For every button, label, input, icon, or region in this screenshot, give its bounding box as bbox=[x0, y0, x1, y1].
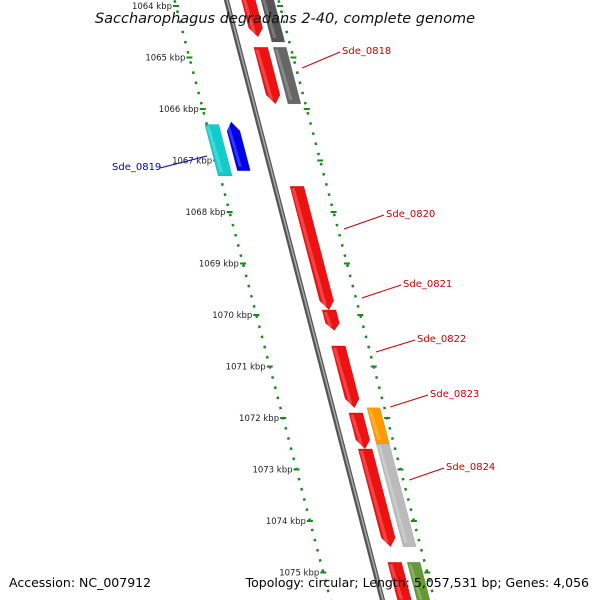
sde-0822-label[interactable]: Sde_0822 bbox=[417, 334, 466, 345]
gene-9-block[interactable] bbox=[348, 412, 371, 450]
tick-label: 1064 kbp bbox=[132, 2, 172, 12]
sde-0823-label[interactable]: Sde_0823 bbox=[430, 389, 479, 400]
gene-gloss bbox=[206, 126, 224, 172]
gene-gloss bbox=[389, 564, 404, 600]
leader-line bbox=[301, 51, 341, 69]
sde-0821-block[interactable] bbox=[321, 309, 340, 331]
gene-gloss bbox=[323, 311, 333, 327]
sde-0818-block[interactable] bbox=[272, 46, 302, 105]
sde-0824-label[interactable]: Sde_0824 bbox=[446, 462, 495, 473]
tick-layer: 1064 kbp 1065 kbp 1066 kbp 1067 kbp 1068 kbp… bbox=[132, 0, 436, 600]
sde-0824-block[interactable] bbox=[375, 443, 417, 548]
tick-label: 1068 kbp bbox=[185, 208, 225, 218]
sde-0821-label[interactable]: Sde_0821 bbox=[403, 279, 452, 290]
genome-summary-text: Topology: circular; Length: 5,057,531 bp… bbox=[245, 575, 589, 590]
scale-line-left bbox=[173, 0, 332, 600]
backbone-highlight bbox=[226, 0, 384, 600]
scale-line-right bbox=[277, 0, 436, 600]
gene-2-block[interactable] bbox=[253, 46, 281, 105]
genome-title: Saccharophagus degradans 2-40, complete … bbox=[95, 11, 475, 27]
gene-gloss bbox=[368, 409, 381, 440]
tick-label: 1072 kbp bbox=[239, 414, 279, 424]
tick-label: 1067 kbp bbox=[172, 157, 212, 167]
tick-label: 1070 kbp bbox=[212, 311, 252, 321]
sde-0819-block[interactable] bbox=[226, 121, 251, 172]
sde-0820-label[interactable]: Sde_0820 bbox=[386, 209, 435, 220]
tick-label: 1071 kbp bbox=[226, 363, 266, 373]
sde-0819-label[interactable]: Sde_0819 bbox=[112, 162, 161, 173]
backbone-layer bbox=[223, 0, 386, 600]
gene-13-block[interactable] bbox=[387, 561, 413, 600]
tick-label: 1065 kbp bbox=[145, 54, 185, 64]
gene-11-block[interactable] bbox=[357, 448, 396, 548]
leader-line bbox=[361, 284, 402, 299]
leader-line bbox=[390, 394, 429, 408]
tick-label: 1066 kbp bbox=[159, 105, 199, 115]
gene-layer bbox=[204, 0, 431, 600]
gene-14-block[interactable] bbox=[406, 561, 431, 600]
leader-line bbox=[343, 214, 385, 230]
gene-gloss bbox=[262, 0, 277, 39]
leader-line bbox=[409, 467, 445, 481]
gene-0-block[interactable] bbox=[239, 0, 264, 38]
sde-0818-label[interactable]: Sde_0818 bbox=[342, 46, 391, 57]
tick-label: 1073 kbp bbox=[252, 466, 292, 476]
gene-gloss bbox=[359, 450, 389, 543]
gene-gloss bbox=[377, 445, 408, 543]
gene-gloss bbox=[291, 188, 327, 306]
label-layer: Sde_0818 Sde_0819 Sde_0820 Sde_0821 Sde_0822… bbox=[112, 46, 495, 481]
gene-gloss bbox=[332, 347, 353, 404]
gene-gloss bbox=[226, 123, 242, 167]
tick-label: 1069 kbp bbox=[199, 260, 239, 270]
tick-label: 1075 kbp bbox=[279, 569, 319, 579]
gene-4-block[interactable] bbox=[204, 124, 233, 177]
gene-gloss bbox=[350, 414, 364, 445]
accession-text: Accession: NC_007912 bbox=[9, 575, 151, 590]
gene-1-block[interactable] bbox=[258, 0, 286, 43]
tick-label: 1074 kbp bbox=[266, 517, 306, 527]
leader-line bbox=[159, 155, 208, 169]
sde-0822-block[interactable] bbox=[330, 345, 360, 409]
gene-gloss bbox=[274, 49, 293, 100]
gene-gloss bbox=[408, 564, 423, 600]
sde-0820-block[interactable] bbox=[289, 185, 334, 311]
leader-line bbox=[375, 339, 416, 353]
gene-gloss bbox=[255, 49, 274, 100]
gene-gloss bbox=[242, 0, 256, 33]
